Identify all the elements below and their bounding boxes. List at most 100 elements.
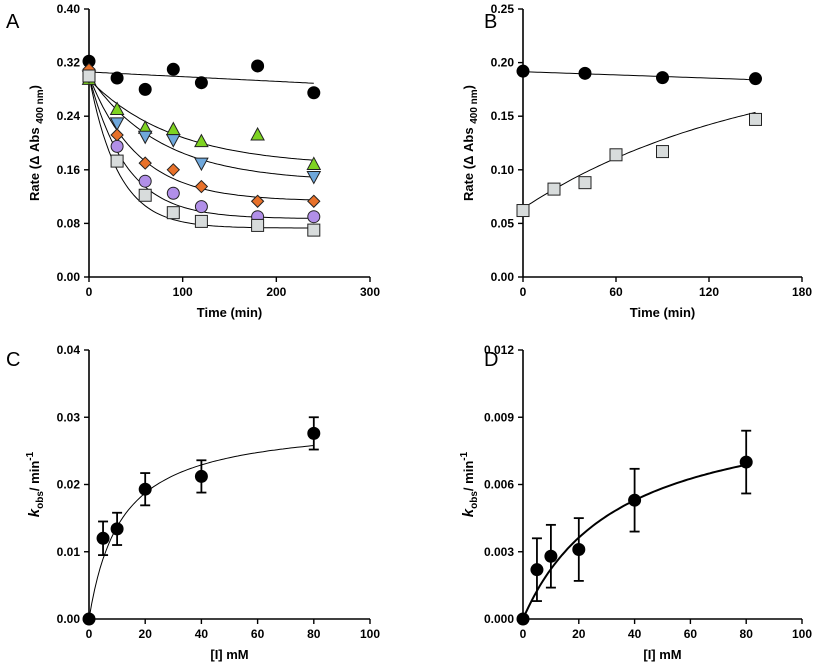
y-axis-label-sub: obs: [469, 491, 480, 509]
data-point: [530, 563, 544, 577]
data-point: [109, 101, 125, 115]
x-tick-label: 0: [86, 627, 93, 641]
y-tick-label: 0.32: [57, 56, 81, 70]
data-point: [628, 493, 642, 507]
data-point: [137, 130, 153, 145]
data-point: [307, 223, 321, 237]
y-tick-label: 0.08: [57, 216, 81, 230]
y-axis-label-main: k: [460, 508, 477, 517]
data-point: [307, 426, 321, 440]
y-axis-label-close: ): [461, 85, 476, 89]
data-point: [138, 188, 152, 202]
y-tick-label: 0.000: [484, 612, 514, 626]
x-tick-label: 60: [609, 285, 623, 299]
y-tick-label: 0.01: [57, 545, 81, 559]
data-point: [110, 71, 124, 85]
y-tick-label: 0.00: [57, 612, 81, 626]
data-point: [138, 482, 152, 496]
panel-label: B: [484, 11, 497, 33]
y-axis-label-sub: obs: [35, 491, 46, 509]
data-point: [165, 121, 181, 136]
y-tick-label: 0.16: [57, 163, 81, 177]
series: [516, 455, 753, 626]
series: [82, 62, 321, 208]
data-point: [307, 210, 321, 224]
data-point: [578, 66, 592, 80]
y-tick-label: 0.40: [57, 2, 81, 16]
y-tick-label: 0.20: [491, 56, 515, 70]
data-point: [194, 76, 208, 90]
y-tick-label: 0.10: [491, 163, 515, 177]
y-tick-label: 0.02: [57, 478, 81, 492]
y-axis-label-sub: 400 nm: [469, 89, 480, 124]
panel-b: B 0.00 0.05 0.10 0.15 0.20 0.25 0 60 120 180 Time (…: [461, 2, 812, 320]
y-tick-label: 0.05: [491, 216, 515, 230]
y-axis-label-sup: -1: [25, 451, 36, 460]
y-axis-label-close: / min: [27, 461, 42, 491]
data-point: [516, 612, 530, 626]
x-tick-label: 60: [251, 627, 265, 641]
y-tick-label: 0.00: [57, 270, 81, 284]
data-point: [547, 182, 561, 196]
data-point: [194, 157, 209, 172]
data-point: [251, 59, 265, 73]
y-tick-label: 0.04: [57, 343, 81, 357]
x-tick-label: 60: [684, 627, 698, 641]
x-tick-label: 0: [520, 285, 527, 299]
x-tick-label: 80: [307, 627, 321, 641]
fit-line: [522, 111, 756, 209]
data-point: [516, 64, 530, 78]
data-point: [572, 543, 586, 557]
series: [82, 69, 321, 237]
data-point: [251, 218, 265, 232]
data-point: [194, 214, 208, 228]
x-tick-label: 100: [792, 627, 812, 641]
data-point: [307, 86, 321, 100]
data-point: [194, 469, 208, 483]
panel-label: A: [6, 11, 20, 33]
fit-line: [522, 71, 756, 81]
series: [516, 112, 762, 218]
data-point: [749, 112, 762, 126]
x-tick-label: 80: [740, 627, 754, 641]
y-axis-label-sub: 400 nm: [35, 89, 46, 124]
x-tick-label: 40: [628, 627, 642, 641]
data-point: [138, 156, 152, 170]
data-point: [656, 145, 669, 159]
data-point: [138, 174, 152, 188]
panel-label: C: [6, 349, 20, 371]
data-point: [138, 82, 152, 96]
data-point: [656, 71, 669, 85]
y-tick-label: 0.003: [484, 545, 514, 559]
data-point: [110, 522, 124, 536]
data-point: [110, 139, 124, 153]
data-point: [544, 549, 558, 563]
data-point: [739, 455, 753, 469]
y-tick-label: 0.25: [491, 2, 515, 16]
y-axis-label: Rate (Δ Abs 400 nm): [27, 85, 46, 201]
data-point: [307, 194, 321, 208]
x-tick-label: 120: [699, 285, 719, 299]
panel-d: D 0.000 0.003 0.006 0.009 0.012 0 20 40 60 80 100 [I…: [459, 343, 812, 662]
x-axis-label: [I] mM: [643, 647, 681, 662]
x-axis-label: Time (min): [630, 305, 696, 320]
series: [82, 54, 321, 100]
data-point: [166, 206, 180, 220]
data-point: [110, 154, 124, 168]
y-tick-label: 0.00: [491, 270, 515, 284]
series: [82, 426, 321, 626]
y-axis-label-close: ): [27, 85, 42, 89]
data-point: [609, 148, 623, 162]
x-axis-label: [I] mM: [210, 647, 248, 662]
x-tick-label: 200: [266, 285, 286, 299]
y-axis-label: Rate (Δ Abs 400 nm): [461, 85, 480, 201]
data-point: [306, 171, 322, 185]
series: [81, 70, 322, 185]
data-point: [166, 186, 180, 200]
x-tick-label: 20: [572, 627, 586, 641]
y-tick-label: 0.012: [484, 343, 514, 357]
data-point: [194, 179, 209, 194]
y-axis-label: kobs/ min-1: [25, 451, 46, 517]
y-tick-label: 0.009: [484, 410, 514, 424]
